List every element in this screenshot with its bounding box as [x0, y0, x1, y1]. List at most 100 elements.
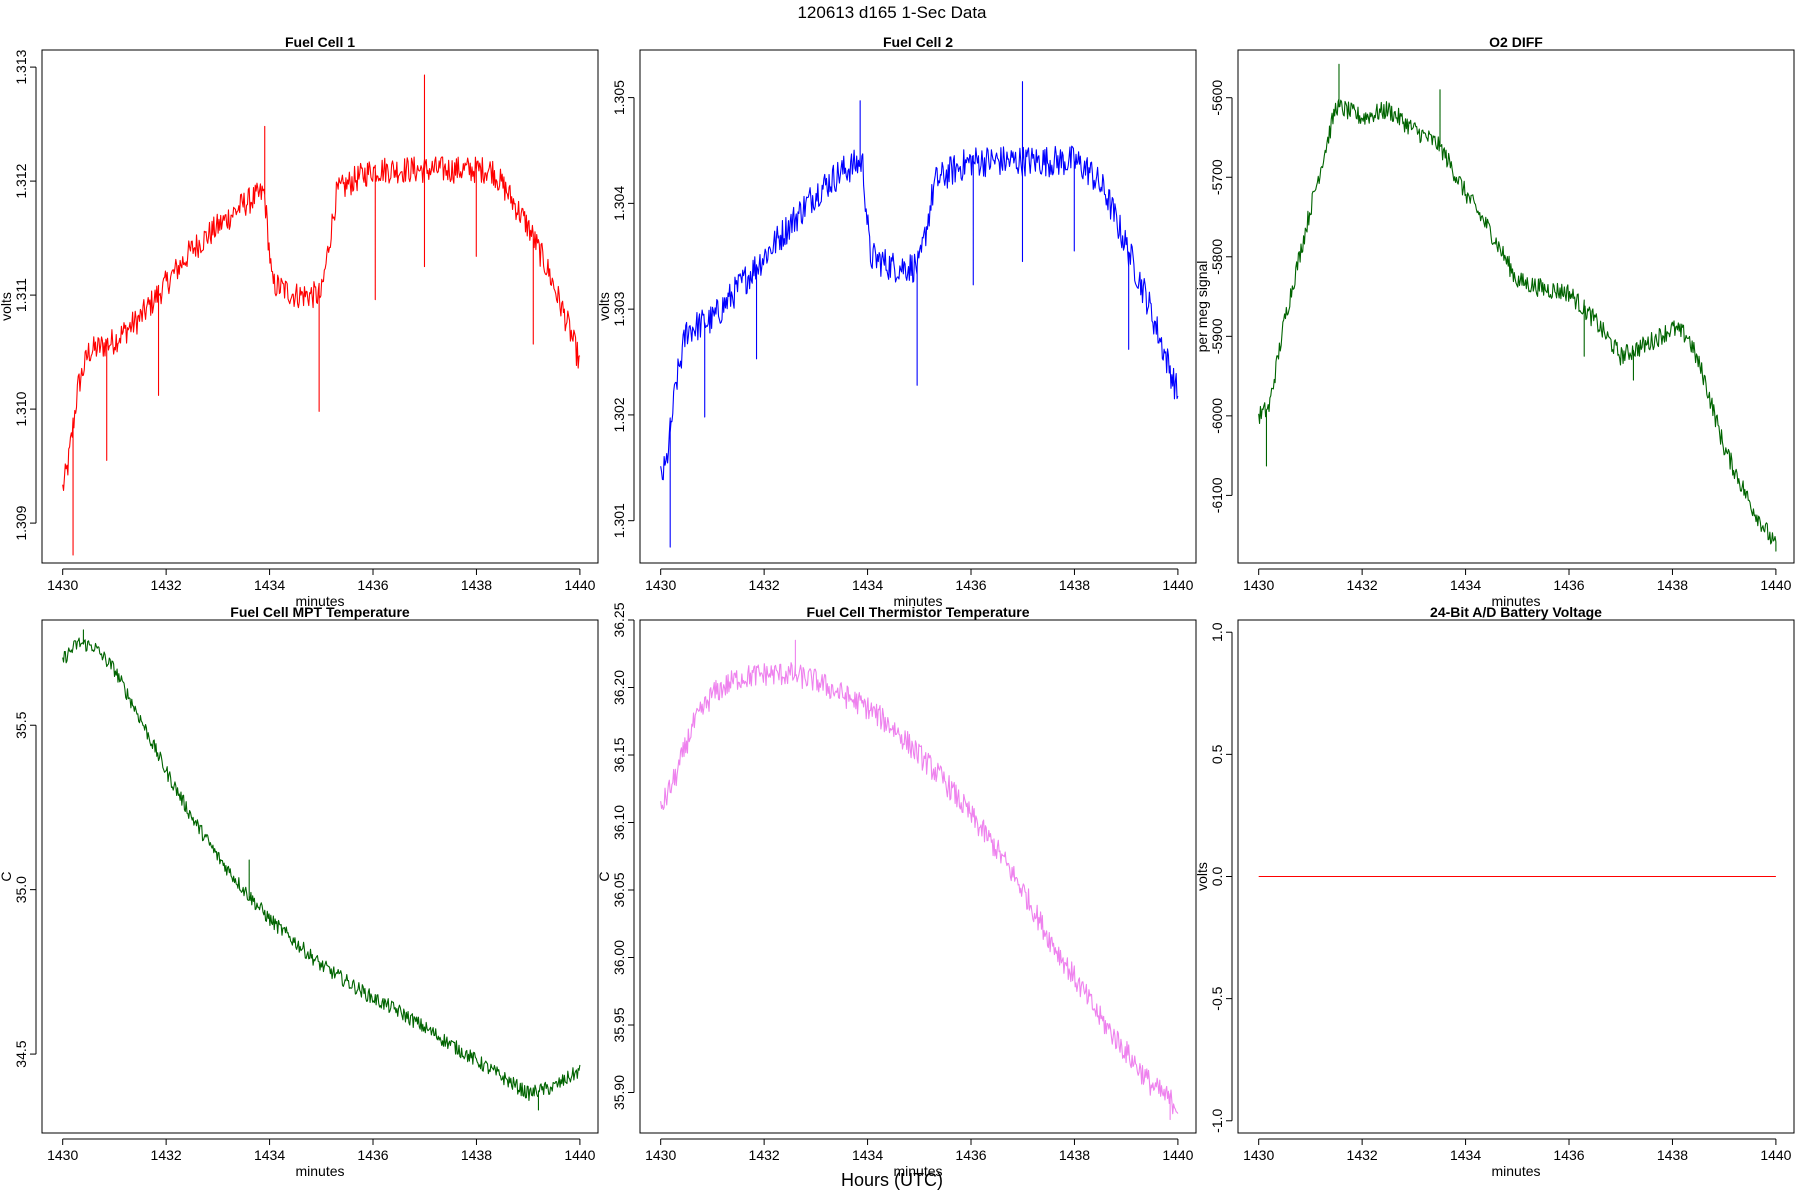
x-tick-label: 1432 — [1347, 1147, 1378, 1163]
y-tick-label: 1.304 — [611, 186, 627, 221]
y-tick-label: 36.10 — [611, 805, 627, 840]
x-tick-label: 1438 — [1657, 1147, 1688, 1163]
series-line — [660, 639, 1179, 1121]
series-line — [62, 74, 581, 556]
figure-title: 120613 d165 1-Sec Data — [797, 3, 987, 22]
x-axis-label: minutes — [1491, 593, 1540, 609]
x-tick-label: 1436 — [357, 577, 388, 593]
y-tick-label: -0.5 — [1209, 986, 1225, 1010]
panel-title: Fuel Cell 2 — [883, 34, 953, 50]
x-tick-label: 1440 — [1760, 577, 1791, 593]
plot-frame — [639, 619, 1197, 1134]
x-tick-label: 1434 — [852, 577, 883, 593]
x-axis-label: minutes — [893, 1163, 942, 1179]
y-tick-label: 1.0 — [1209, 622, 1225, 642]
x-tick-label: 1432 — [151, 577, 182, 593]
panel-title: Fuel Cell 1 — [285, 34, 355, 50]
series-line — [660, 81, 1179, 548]
y-tick-label: 1.303 — [611, 291, 627, 326]
y-tick-label: 34.5 — [13, 1040, 29, 1067]
x-tick-label: 1440 — [1162, 577, 1193, 593]
x-tick-label: 1434 — [852, 1147, 883, 1163]
y-tick-label: 1.310 — [13, 391, 29, 426]
figure-xlabel: Hours (UTC) — [841, 1170, 943, 1190]
x-tick-label: 1436 — [357, 1147, 388, 1163]
y-axis-label: volts — [596, 292, 612, 321]
plot-frame — [41, 619, 599, 1134]
x-tick-label: 1440 — [1162, 1147, 1193, 1163]
y-tick-label: 36.15 — [611, 737, 627, 772]
x-axis-label: minutes — [295, 1163, 344, 1179]
x-tick-label: 1434 — [254, 577, 285, 593]
plot-frame — [639, 49, 1197, 564]
x-tick-label: 1436 — [955, 577, 986, 593]
x-tick-label: 1430 — [645, 577, 676, 593]
y-tick-label: 1.313 — [13, 49, 29, 84]
y-tick-label: -5900 — [1209, 318, 1225, 354]
x-tick-label: 1430 — [47, 577, 78, 593]
x-tick-label: 1440 — [564, 577, 595, 593]
chart-panel-2: Fuel Cell 2 1430 1432 1434 1436 1438 1440 minut… — [596, 34, 1197, 609]
plot-frame — [1237, 619, 1795, 1134]
y-tick-label: 1.302 — [611, 397, 627, 432]
y-tick-label: 36.25 — [611, 602, 627, 637]
y-tick-label: 35.0 — [13, 876, 29, 903]
x-tick-label: 1438 — [1059, 577, 1090, 593]
chart-panel-3: O2 DIFF 1430 1432 1434 1436 1438 1440 minutes -6… — [1194, 34, 1795, 609]
x-tick-label: 1436 — [955, 1147, 986, 1163]
y-tick-label: 36.05 — [611, 872, 627, 907]
x-tick-label: 1438 — [1059, 1147, 1090, 1163]
x-tick-label: 1430 — [645, 1147, 676, 1163]
y-tick-label: 0.5 — [1209, 744, 1225, 764]
x-tick-label: 1436 — [1553, 577, 1584, 593]
y-tick-label: 36.00 — [611, 940, 627, 975]
y-axis-label: C — [0, 871, 14, 881]
y-tick-label: 1.301 — [611, 503, 627, 538]
y-axis-label: volts — [0, 292, 14, 321]
x-tick-label: 1438 — [1657, 577, 1688, 593]
x-tick-label: 1434 — [254, 1147, 285, 1163]
y-axis-label: per meg signal — [1194, 261, 1210, 353]
x-tick-label: 1432 — [151, 1147, 182, 1163]
x-tick-label: 1434 — [1450, 577, 1481, 593]
x-tick-label: 1430 — [1243, 1147, 1274, 1163]
x-tick-label: 1432 — [749, 577, 780, 593]
x-tick-label: 1438 — [461, 577, 492, 593]
series-line — [1258, 63, 1777, 552]
y-tick-label: 1.311 — [13, 278, 29, 312]
x-tick-label: 1440 — [1760, 1147, 1791, 1163]
x-axis-label: minutes — [295, 593, 344, 609]
y-tick-label: -6000 — [1209, 398, 1225, 434]
plot-frame — [41, 49, 599, 564]
y-tick-label: 1.309 — [13, 505, 29, 540]
x-tick-label: 1438 — [461, 1147, 492, 1163]
y-tick-label: 1.305 — [611, 80, 627, 115]
panel-title: O2 DIFF — [1489, 34, 1543, 50]
y-tick-label: 35.95 — [611, 1007, 627, 1042]
y-axis-label: C — [596, 871, 612, 881]
y-axis-label: volts — [1194, 862, 1210, 891]
y-tick-label: -1.0 — [1209, 1109, 1225, 1133]
panel-title: Fuel Cell Thermistor Temperature — [806, 604, 1029, 620]
y-tick-label: -5600 — [1209, 80, 1225, 116]
chart-panel-6: 24-Bit A/D Battery Voltage 1430 1432 1434 14… — [1194, 604, 1795, 1179]
y-tick-label: -5800 — [1209, 239, 1225, 275]
x-tick-label: 1430 — [1243, 577, 1274, 593]
panel-title: 24-Bit A/D Battery Voltage — [1430, 604, 1602, 620]
x-tick-label: 1436 — [1553, 1147, 1584, 1163]
y-tick-label: -5700 — [1209, 159, 1225, 195]
y-tick-label: 35.90 — [611, 1075, 627, 1110]
y-tick-label: 35.5 — [13, 711, 29, 738]
x-axis-label: minutes — [893, 593, 942, 609]
x-axis-label: minutes — [1491, 1163, 1540, 1179]
y-tick-label: -6100 — [1209, 477, 1225, 513]
y-tick-label: 36.20 — [611, 670, 627, 705]
plot-frame — [1237, 49, 1795, 564]
y-tick-label: 1.312 — [13, 163, 29, 198]
panel-title: Fuel Cell MPT Temperature — [230, 604, 410, 620]
chart-panel-1: Fuel Cell 1 1430 1432 1434 1436 1438 1440 minut… — [0, 34, 599, 609]
x-tick-label: 1434 — [1450, 1147, 1481, 1163]
y-tick-label: 0.0 — [1209, 867, 1225, 887]
x-tick-label: 1430 — [47, 1147, 78, 1163]
